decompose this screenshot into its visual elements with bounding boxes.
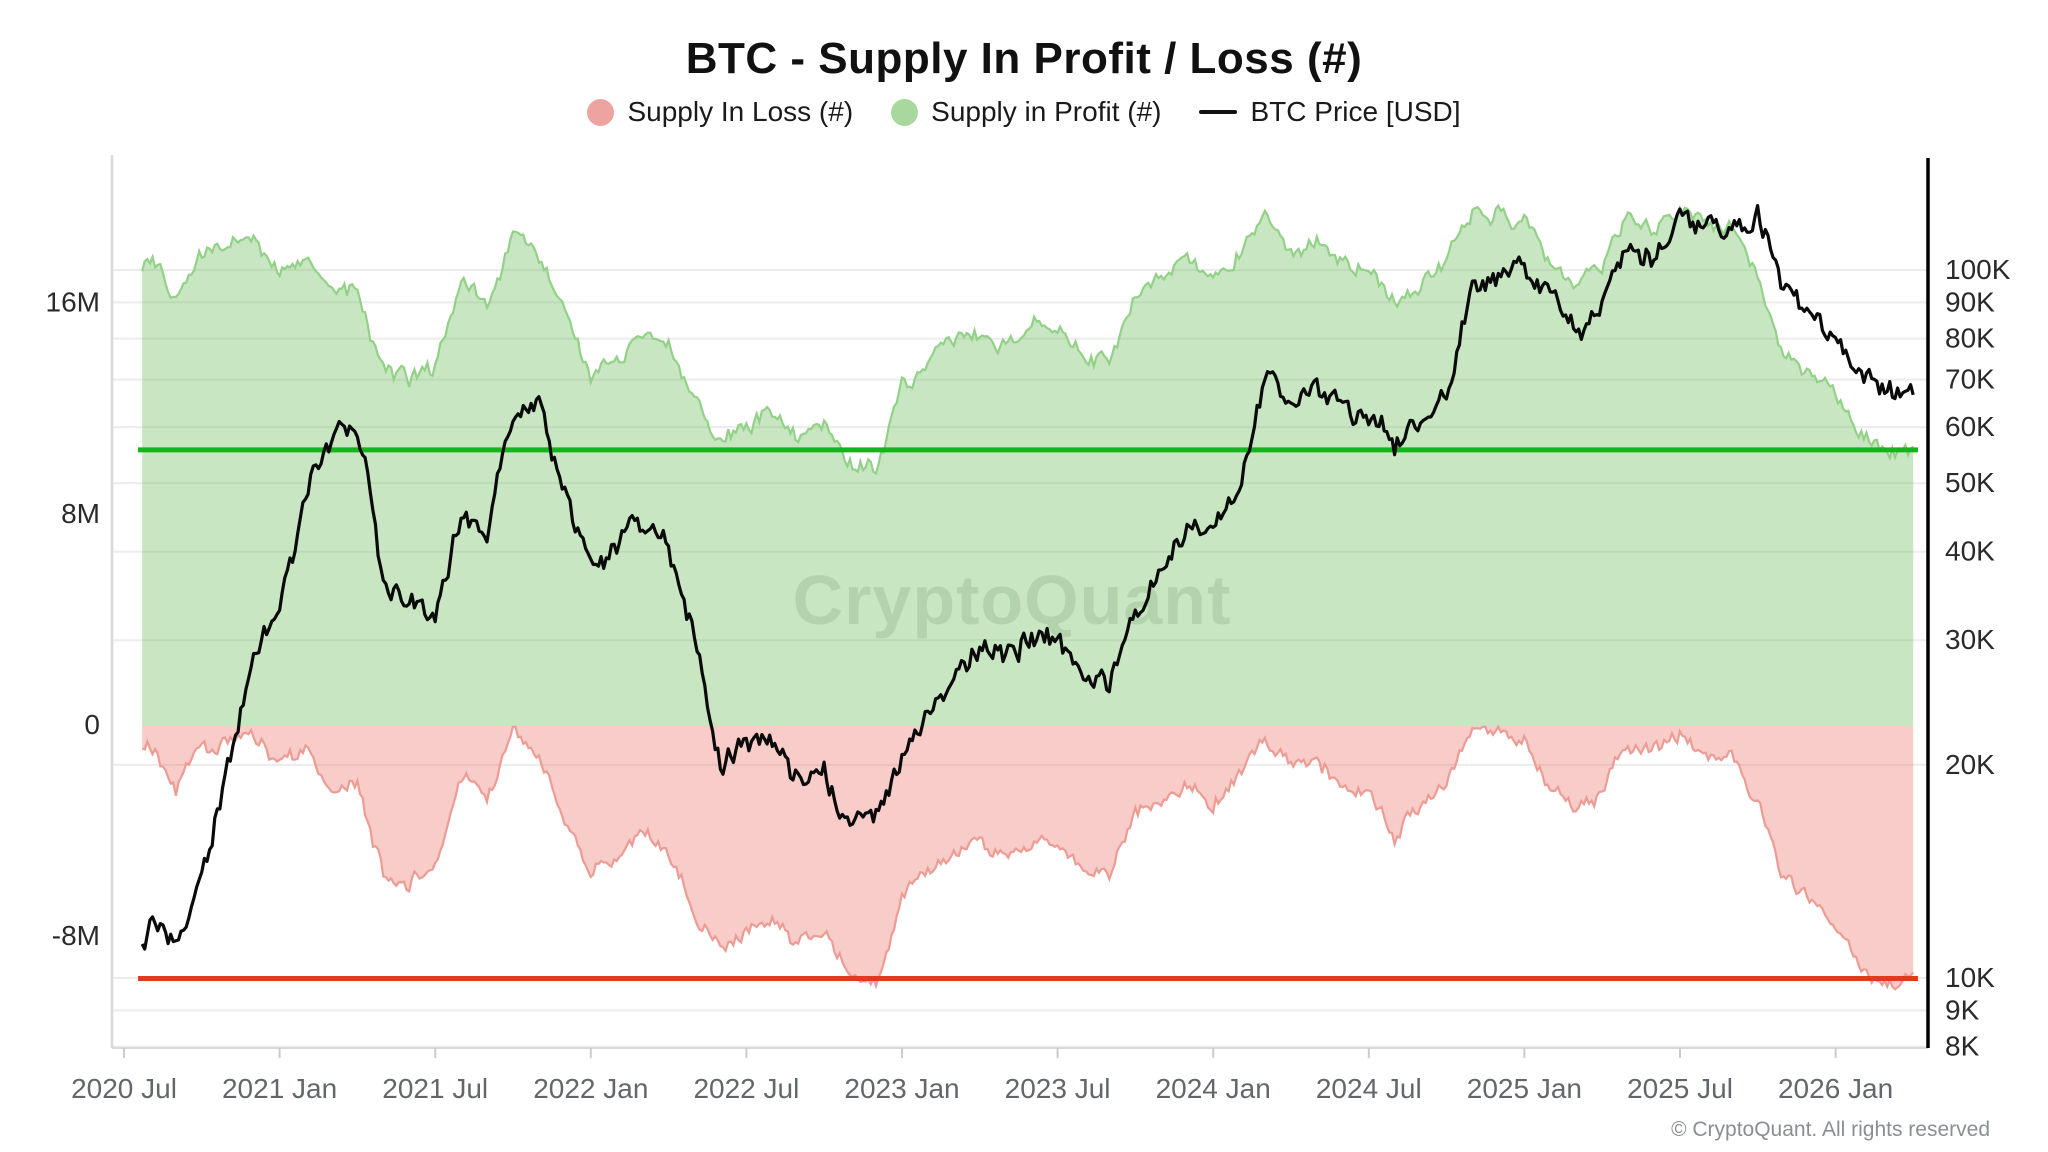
x-axis-tick-label: 2022 Jul xyxy=(693,1073,799,1104)
supply-in-loss-area xyxy=(142,726,1914,990)
right-axis-tick-label: 8K xyxy=(1945,1031,1980,1062)
x-axis-tick-label: 2023 Jul xyxy=(1005,1073,1111,1104)
right-axis-tick-label: 20K xyxy=(1945,749,1995,780)
supply-in-profit-edge xyxy=(141,203,1914,476)
x-axis-tick-label: 2026 Jan xyxy=(1778,1073,1893,1104)
x-axis-tick-label: 2022 Jan xyxy=(533,1073,648,1104)
legend-item-supply-in-profit[interactable]: Supply in Profit (#) xyxy=(891,96,1161,128)
x-axis-tick-label: 2025 Jan xyxy=(1467,1073,1582,1104)
right-axis-tick-label: 9K xyxy=(1945,994,1980,1025)
right-axis-tick-label: 30K xyxy=(1945,624,1995,655)
left-axis-tick-label: 8M xyxy=(61,498,100,529)
right-axis-tick-label: 40K xyxy=(1945,536,1995,567)
x-axis-tick-label: 2023 Jan xyxy=(844,1073,959,1104)
profit-dot-icon xyxy=(891,98,919,126)
legend-item-supply-in-loss[interactable]: Supply In Loss (#) xyxy=(587,96,853,128)
btc-price-line xyxy=(140,203,1915,951)
x-axis-tick-label: 2024 Jul xyxy=(1316,1073,1422,1104)
left-axis-tick-label: 0 xyxy=(84,709,100,740)
right-axis-tick-label: 100K xyxy=(1945,254,2011,285)
legend-label-btc-price: BTC Price [USD] xyxy=(1250,96,1461,127)
copyright-footer: © CryptoQuant. All rights reserved xyxy=(1671,1118,1990,1141)
chart-title: BTC - Supply In Profit / Loss (#) xyxy=(685,34,1363,83)
x-axis-tick-label: 2021 Jan xyxy=(222,1073,337,1104)
left-axis-tick-label: 16M xyxy=(46,287,100,318)
price-line-icon xyxy=(1199,110,1238,114)
legend-label-supply-in-loss: Supply In Loss (#) xyxy=(627,96,854,127)
x-axis-tick-label: 2021 Jul xyxy=(382,1073,488,1104)
x-axis-tick-label: 2025 Jul xyxy=(1627,1073,1733,1104)
legend-item-btc-price[interactable]: BTC Price [USD] xyxy=(1199,96,1461,128)
right-axis-tick-label: 10K xyxy=(1945,962,1995,993)
left-axis-tick-label: -8M xyxy=(52,920,100,951)
right-axis-tick-label: 50K xyxy=(1945,467,1995,498)
right-axis-tick-label: 80K xyxy=(1945,323,1995,354)
x-axis-tick-label: 2020 Jul xyxy=(71,1073,177,1104)
right-axis-tick-label: 90K xyxy=(1945,286,1995,317)
chart-legend: Supply In Loss (#) Supply in Profit (#) … xyxy=(0,96,2048,128)
loss-dot-icon xyxy=(587,98,615,126)
legend-label-supply-in-profit: Supply in Profit (#) xyxy=(931,96,1162,127)
right-axis-tick-label: 60K xyxy=(1945,411,1995,442)
supply-in-profit-area xyxy=(142,205,1914,726)
x-axis-tick-label: 2024 Jan xyxy=(1156,1073,1271,1104)
supply-in-loss-edge xyxy=(141,724,1915,991)
right-axis-tick-label: 70K xyxy=(1945,364,1995,395)
